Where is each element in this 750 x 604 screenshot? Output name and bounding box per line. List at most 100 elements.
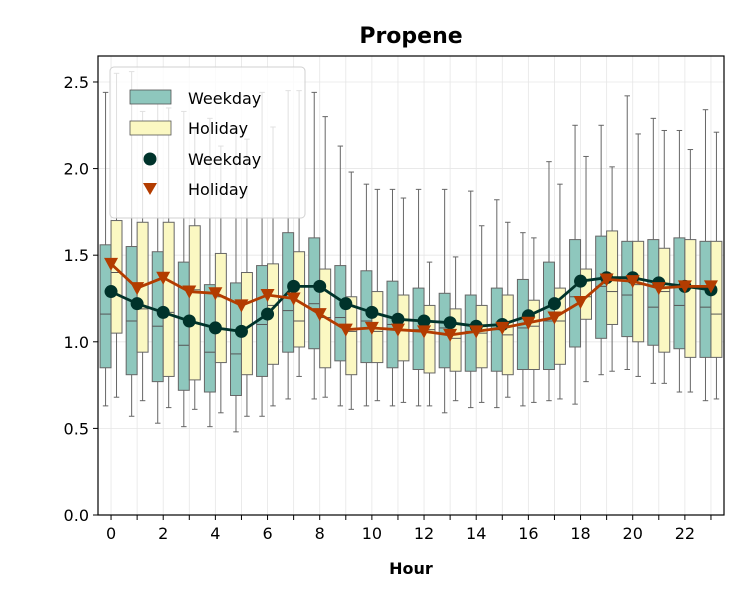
legend-marker-weekday-line bbox=[143, 152, 157, 166]
holiday-point bbox=[156, 271, 171, 285]
x-tick-label: 0 bbox=[106, 524, 116, 543]
box-body bbox=[125, 246, 138, 376]
holiday-point bbox=[286, 292, 301, 306]
holiday-point bbox=[625, 275, 640, 289]
weekday-point bbox=[391, 312, 405, 326]
weekday-box-18 bbox=[569, 124, 582, 405]
box-body bbox=[673, 237, 686, 350]
x-tick-label: 14 bbox=[466, 524, 486, 543]
legend-label-holiday-box: Holiday bbox=[188, 119, 248, 138]
holiday-point bbox=[443, 328, 458, 342]
x-tick-label: 2 bbox=[158, 524, 168, 543]
legend-frame bbox=[109, 66, 306, 219]
holiday-box-23 bbox=[710, 131, 723, 400]
weekday-point bbox=[156, 305, 170, 319]
chart-title: Propene bbox=[359, 24, 462, 49]
median-lines bbox=[104, 257, 718, 342]
x-tick-label: 8 bbox=[315, 524, 325, 543]
y-tick-label: 0.5 bbox=[64, 419, 89, 438]
holiday-point bbox=[521, 316, 536, 330]
holiday-point bbox=[599, 273, 614, 287]
y-tick-label: 2.5 bbox=[64, 73, 89, 92]
legend-marker-holiday-line bbox=[143, 183, 157, 195]
box-body bbox=[569, 239, 582, 348]
holiday-point bbox=[104, 257, 119, 271]
legend-label-holiday-line: Holiday bbox=[188, 180, 248, 199]
box-body bbox=[214, 252, 227, 364]
holiday-point bbox=[417, 325, 432, 339]
weekday-point bbox=[443, 316, 457, 330]
holiday-point bbox=[547, 311, 562, 325]
weekday-point bbox=[234, 324, 248, 338]
box-body bbox=[334, 265, 347, 362]
x-tick-label: 22 bbox=[675, 524, 695, 543]
weekday-point bbox=[287, 279, 301, 293]
holiday-box-20 bbox=[632, 133, 645, 377]
holiday-point bbox=[312, 308, 327, 322]
weekday-point bbox=[417, 314, 431, 328]
x-axis-label: Hour bbox=[389, 559, 433, 578]
holiday-point bbox=[130, 282, 145, 296]
weekday-point bbox=[130, 297, 144, 311]
y-tick-label: 1.5 bbox=[64, 246, 89, 265]
holiday-point bbox=[390, 323, 405, 337]
holiday-point bbox=[469, 325, 484, 339]
weekday-point bbox=[208, 321, 222, 335]
box-body bbox=[647, 239, 660, 346]
legend-label-weekday-line: Weekday bbox=[188, 150, 261, 169]
box-body bbox=[632, 240, 645, 343]
weekday-point bbox=[547, 297, 561, 311]
holiday-point bbox=[677, 280, 692, 294]
holiday-box-21 bbox=[658, 129, 671, 384]
weekday-point bbox=[182, 314, 196, 328]
x-tick-label: 12 bbox=[414, 524, 434, 543]
y-tick-label: 2.0 bbox=[64, 160, 89, 179]
axes: 0 2 4 6 8 10 12 14 16 18 20 22 0.0 0.5 1.0 1.5 2.0 2.5 bbox=[64, 73, 712, 543]
box-body bbox=[527, 299, 540, 371]
weekday-point bbox=[104, 285, 118, 299]
box-body bbox=[553, 287, 566, 365]
holiday-line bbox=[110, 262, 711, 337]
holiday-point bbox=[703, 280, 718, 294]
box-body bbox=[658, 247, 671, 353]
holiday-point bbox=[364, 321, 379, 335]
weekday-point bbox=[339, 297, 353, 311]
holiday-point bbox=[182, 285, 197, 299]
holiday-point bbox=[651, 282, 666, 296]
holiday-point bbox=[260, 289, 275, 303]
holiday-point bbox=[573, 295, 588, 309]
box-body bbox=[710, 240, 723, 358]
holiday-point bbox=[208, 287, 223, 301]
box-body bbox=[423, 304, 436, 374]
plot-frame bbox=[97, 55, 725, 516]
y-tick-label: 0.0 bbox=[64, 506, 89, 525]
box-body bbox=[621, 240, 634, 338]
holiday-box-12 bbox=[423, 261, 436, 407]
x-tick-label: 6 bbox=[262, 524, 272, 543]
x-tick-label: 16 bbox=[518, 524, 538, 543]
weekday-point bbox=[574, 274, 588, 288]
legend-label-weekday-box: Weekday bbox=[188, 89, 261, 108]
x-tick-label: 18 bbox=[570, 524, 590, 543]
y-tick-label: 1.0 bbox=[64, 333, 89, 352]
weekday-point bbox=[261, 307, 275, 321]
box-body bbox=[110, 220, 123, 334]
box-body bbox=[684, 239, 697, 358]
legend-swatch-holiday-box bbox=[129, 120, 172, 136]
holiday-point bbox=[495, 321, 510, 335]
x-tick-label: 20 bbox=[623, 524, 643, 543]
legend: Weekday Holiday Weekday Holiday bbox=[109, 66, 306, 219]
box-body bbox=[162, 221, 175, 377]
box-body bbox=[308, 237, 321, 350]
x-tick-label: 4 bbox=[210, 524, 220, 543]
legend-swatch-weekday-box bbox=[129, 89, 172, 105]
holiday-point bbox=[338, 323, 353, 337]
box-body bbox=[203, 284, 216, 393]
holiday-point bbox=[234, 299, 249, 313]
x-tick-label: 10 bbox=[362, 524, 382, 543]
weekday-point bbox=[365, 305, 379, 319]
weekday-point bbox=[313, 279, 327, 293]
box-body bbox=[699, 240, 712, 358]
box-body bbox=[475, 304, 488, 369]
